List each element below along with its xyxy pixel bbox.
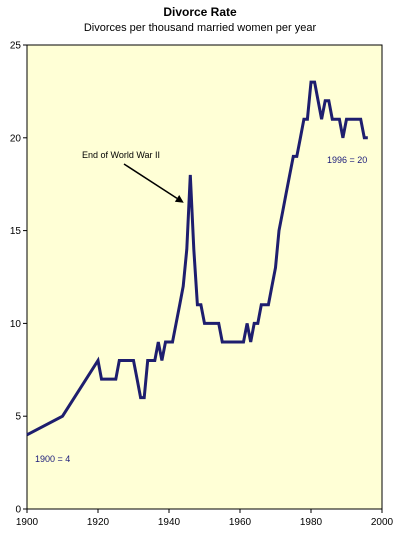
annotation-1996-label: 1996 = 20 [327,155,367,165]
plot-area [26,44,383,510]
x-tick-label: 1940 [158,517,181,528]
annotation-ww2-arrow [123,163,178,200]
x-axis: 1900 1920 1940 1960 1980 2000 [16,509,394,528]
y-tick-label: 15 [10,226,22,237]
y-tick-label: 5 [15,412,21,423]
x-tick-label: 1900 [16,517,39,528]
x-tick-label: 1920 [87,517,110,528]
y-tick-label: 25 [10,41,22,52]
y-tick-label: 0 [15,505,21,516]
annotation-ww2-arrowhead [174,195,184,203]
x-tick-label: 1960 [229,517,252,528]
annotation-ww2-label: End of World War II [82,150,160,160]
y-tick-label: 20 [10,133,22,144]
y-axis: 0 5 10 15 20 25 [10,41,27,516]
series-line [26,80,368,437]
y-tick-label: 10 [10,319,22,330]
x-tick-label: 1980 [300,517,323,528]
x-tick-label: 2000 [371,517,394,528]
chart-title: Divorce Rate [163,5,237,19]
chart-subtitle: Divorces per thousand married women per … [84,22,317,34]
annotation-1900-label: 1900 = 4 [35,454,70,464]
